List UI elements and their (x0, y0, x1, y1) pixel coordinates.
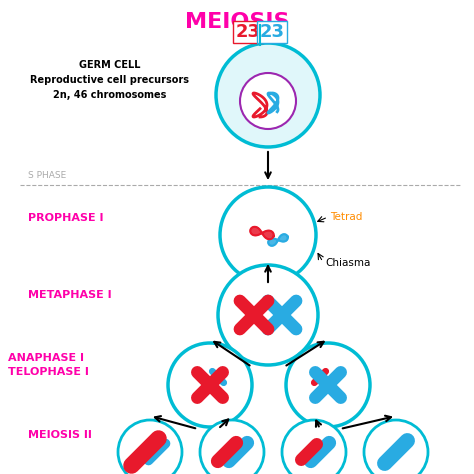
Text: 23: 23 (236, 23, 261, 41)
Circle shape (364, 420, 428, 474)
Circle shape (240, 73, 296, 129)
Circle shape (286, 343, 370, 427)
Text: GERM CELL
Reproductive cell precursors
2n, 46 chromosomes: GERM CELL Reproductive cell precursors 2… (30, 60, 190, 100)
Text: Tetrad: Tetrad (330, 212, 363, 222)
Polygon shape (250, 227, 273, 239)
Circle shape (118, 420, 182, 474)
Text: Chiasma: Chiasma (325, 258, 370, 268)
Text: MEIOSIS: MEIOSIS (185, 12, 289, 32)
Circle shape (282, 420, 346, 474)
Text: METAPHASE I: METAPHASE I (28, 290, 111, 300)
Circle shape (200, 420, 264, 474)
Text: ANAPHASE I
TELOPHASE I: ANAPHASE I TELOPHASE I (8, 353, 89, 377)
Circle shape (218, 265, 318, 365)
Circle shape (220, 187, 316, 283)
Circle shape (168, 343, 252, 427)
Polygon shape (268, 234, 288, 246)
Circle shape (216, 43, 320, 147)
Text: MEIOSIS II: MEIOSIS II (28, 430, 92, 440)
Text: PROPHASE I: PROPHASE I (28, 213, 103, 223)
Text: S PHASE: S PHASE (28, 171, 66, 180)
Text: 23: 23 (259, 23, 284, 41)
